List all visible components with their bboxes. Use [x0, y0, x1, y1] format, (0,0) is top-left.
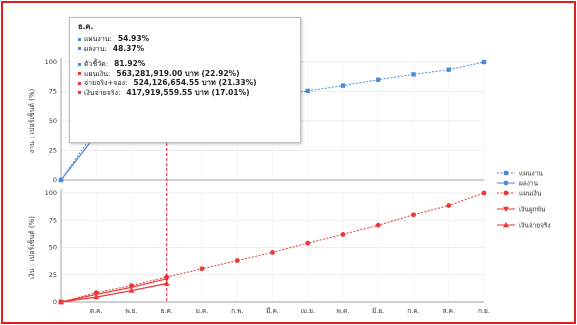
x-tick-label: มิ.ย.: [372, 307, 384, 315]
legend-item[interactable]: เงินผูกพัน: [497, 205, 546, 213]
hover-tooltip: ธ.ค. แผนงาน: 54.93% ผลงาน: 48.37% ตัวชี้วัด…: [69, 17, 301, 143]
y-axis-title: เงิน : เปอร์เซ็นต์ (%): [27, 216, 36, 279]
series-dot-icon: [78, 91, 81, 94]
tooltip-work-value: 48.37%: [112, 43, 145, 53]
y-tick-label: 25: [49, 147, 57, 155]
tooltip-money-value: 524,126,654.55 บาท (21.33%): [133, 78, 257, 87]
tooltip-money-row: เงินจ่ายจริง: 417,919,559.55 บาท (17.01%): [78, 88, 292, 98]
x-tick-label: มี.ค.: [266, 307, 279, 315]
series-dot-icon: [78, 62, 81, 66]
data-point: [411, 212, 416, 218]
tooltip-work-label: ผลงาน:: [84, 44, 107, 53]
tooltip-money-label: ตัวชี้วัด:: [84, 60, 109, 68]
legend-item[interactable]: ผลงาน: [497, 179, 539, 187]
x-tick-label: ก.พ.: [231, 307, 243, 315]
legend-marker-icon: [503, 206, 509, 212]
y-tick-label: 100: [45, 58, 57, 66]
tooltip-money-label: จ่ายจริง+จอง:: [84, 79, 128, 87]
y-tick-label: 25: [49, 271, 57, 279]
data-point: [375, 222, 381, 228]
legend-label: ผลงาน: [519, 179, 539, 187]
legend-item[interactable]: แผนเงิน: [497, 189, 542, 197]
data-point: [446, 203, 452, 208]
x-tick-label: เม.ย.: [301, 307, 315, 315]
x-tick-label: ต.ค.: [90, 307, 103, 315]
data-point: [305, 240, 311, 246]
data-point: [446, 67, 451, 72]
legend-item[interactable]: แผนงาน: [497, 169, 543, 177]
tooltip-money-row: ตัวชี้วัด: 81.92%: [78, 59, 292, 69]
y-tick-label: 100: [45, 189, 57, 197]
x-tick-label: พ.ค.: [337, 307, 350, 315]
data-point: [376, 77, 381, 82]
data-point: [340, 232, 346, 237]
data-point: [411, 72, 416, 77]
legend-item[interactable]: เงินจ่ายจริง: [497, 221, 551, 229]
series-line: [60, 282, 167, 303]
y-tick-label: 75: [49, 216, 57, 224]
x-tick-label: ธ.ค.: [161, 307, 173, 315]
series-dot-icon: [78, 37, 81, 41]
series-dot-icon: [78, 47, 81, 50]
y-tick-label: 50: [49, 244, 57, 252]
legend-label: เงินผูกพัน: [519, 205, 546, 213]
series-line: [60, 278, 167, 303]
x-tick-label: ก.ค.: [407, 307, 419, 315]
tooltip-money-value: 81.92%: [114, 59, 146, 68]
data-point: [305, 88, 310, 94]
data-point: [481, 59, 487, 65]
tooltip-work-label: แผนงาน:: [84, 35, 112, 43]
x-tick-label: ก.ย.: [478, 307, 490, 315]
x-tick-label: ม.ค.: [196, 307, 209, 315]
tooltip-money-row: จ่ายจริง+จอง: 524,126,654.55 บาท (21.33%): [78, 78, 292, 88]
legend-label: แผนงาน: [519, 169, 543, 177]
data-point: [270, 250, 275, 255]
legend-label: แผนเงิน: [519, 189, 542, 197]
tooltip-work-value: 54.93%: [117, 34, 150, 43]
tooltip-money-row: แผนเงิน: 563,281,919.00 บาท (22.92%): [78, 69, 292, 79]
data-point: [234, 258, 240, 263]
series-dot-icon: [78, 81, 81, 85]
y-axis-title: งาน : เปอร์เซ็นต์ (%): [27, 88, 36, 153]
legend-marker-icon: [503, 222, 509, 228]
legend-marker-icon: [503, 190, 509, 196]
data-point: [58, 299, 64, 305]
data-point: [199, 266, 205, 272]
legend-marker-icon: [503, 170, 509, 176]
data-point: [128, 287, 135, 293]
y-tick-label: 0: [53, 176, 57, 184]
budget-progress-panel: 0 25 50 75 100 เงิน : เปอร์เซ็นต์ (%) ต.ค. พ.ย.…: [27, 189, 490, 315]
tooltip-money-value: 417,919,559.55 บาท (17.01%): [126, 87, 250, 97]
legend-label: เงินจ่ายจริง: [519, 221, 551, 229]
data-point: [93, 294, 100, 300]
tooltip-money-label: แผนเงิน:: [84, 69, 111, 78]
series-dot-icon: [78, 72, 81, 75]
data-point: [340, 83, 346, 88]
tooltip-title: ธ.ค.: [78, 22, 94, 31]
tooltip-money-label: เงินจ่ายจริง:: [84, 88, 121, 97]
x-tick-label: พ.ย.: [125, 307, 137, 315]
tooltip-work-row: ผลงาน: 48.37%: [78, 44, 292, 54]
data-point: [481, 190, 487, 196]
tooltip-work-row: แผนงาน: 54.93%: [78, 34, 292, 44]
legend-marker-icon: [503, 180, 509, 186]
y-tick-label: 75: [49, 88, 57, 96]
y-tick-label: 50: [49, 117, 57, 125]
data-point: [58, 177, 64, 183]
x-tick-label: ส.ค.: [443, 307, 455, 315]
y-tick-label: 0: [53, 298, 57, 306]
tooltip-money-value: 563,281,919.00 บาท (22.92%): [116, 68, 240, 78]
